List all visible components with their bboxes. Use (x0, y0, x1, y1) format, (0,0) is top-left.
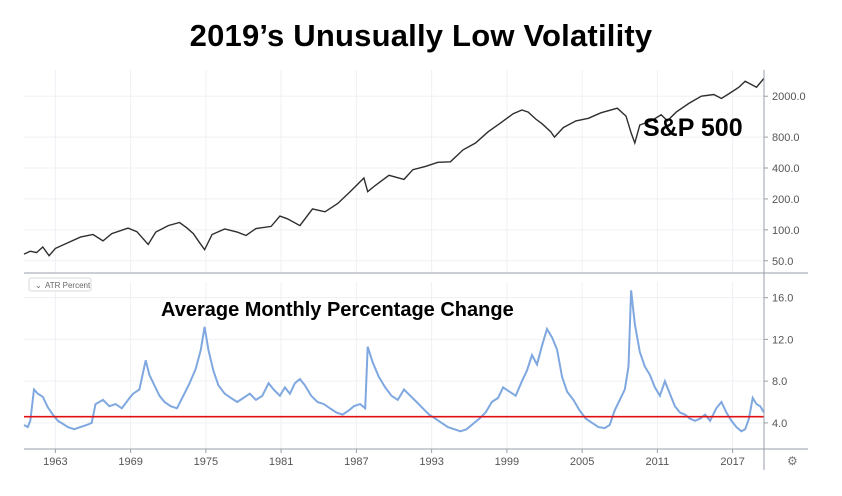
x-tick-label: 2011 (646, 456, 670, 468)
price-tick-label: 200.0 (772, 194, 800, 206)
indicator-legend-box[interactable] (28, 277, 92, 292)
x-tick-label: 1987 (344, 456, 368, 468)
settings-gear-icon[interactable]: ⚙ (787, 454, 798, 468)
indicator-legend-label: ATR Percent (45, 281, 91, 290)
price-tick-label: 400.0 (772, 163, 800, 175)
price-panel: 50.0 100.0 200.0 400.0 800.0 2000.0 S&P 500 (23, 70, 806, 273)
atr-series-line (23, 290, 765, 433)
price-tick-label: 50.0 (772, 256, 793, 268)
x-tick-label: 1963 (43, 456, 67, 468)
x-tick-label: 1975 (194, 456, 218, 468)
series-label-sp500: S&P 500 (643, 114, 743, 142)
price-tick-label: 800.0 (772, 132, 800, 144)
atr-panel: ⌄ ATR Percent 4.0 8.0 12.0 16.0 1963 1969 197… (23, 277, 793, 468)
price-series-line (23, 77, 765, 257)
price-tick-label: 100.0 (772, 225, 800, 237)
atr-tick-label: 8.0 (772, 376, 787, 388)
atr-tick-label: 12.0 (772, 334, 793, 346)
atr-tick-label: 4.0 (772, 418, 787, 430)
x-tick-label: 1993 (419, 456, 443, 468)
indicator-legend-collapse-icon[interactable]: ⌄ (35, 281, 42, 290)
x-tick-label: 1981 (269, 456, 293, 468)
x-tick-label: 2017 (720, 456, 744, 468)
price-tick-label: 2000.0 (772, 91, 806, 103)
x-tick-label: 2005 (570, 456, 594, 468)
atr-tick-label: 16.0 (772, 293, 793, 305)
x-tick-label: 1999 (495, 456, 519, 468)
atr-panel-title: Average Monthly Percentage Change (161, 299, 514, 321)
x-tick-label: 1969 (118, 456, 142, 468)
chart-title: 2019’s Unusually Low Volatility (189, 18, 653, 53)
